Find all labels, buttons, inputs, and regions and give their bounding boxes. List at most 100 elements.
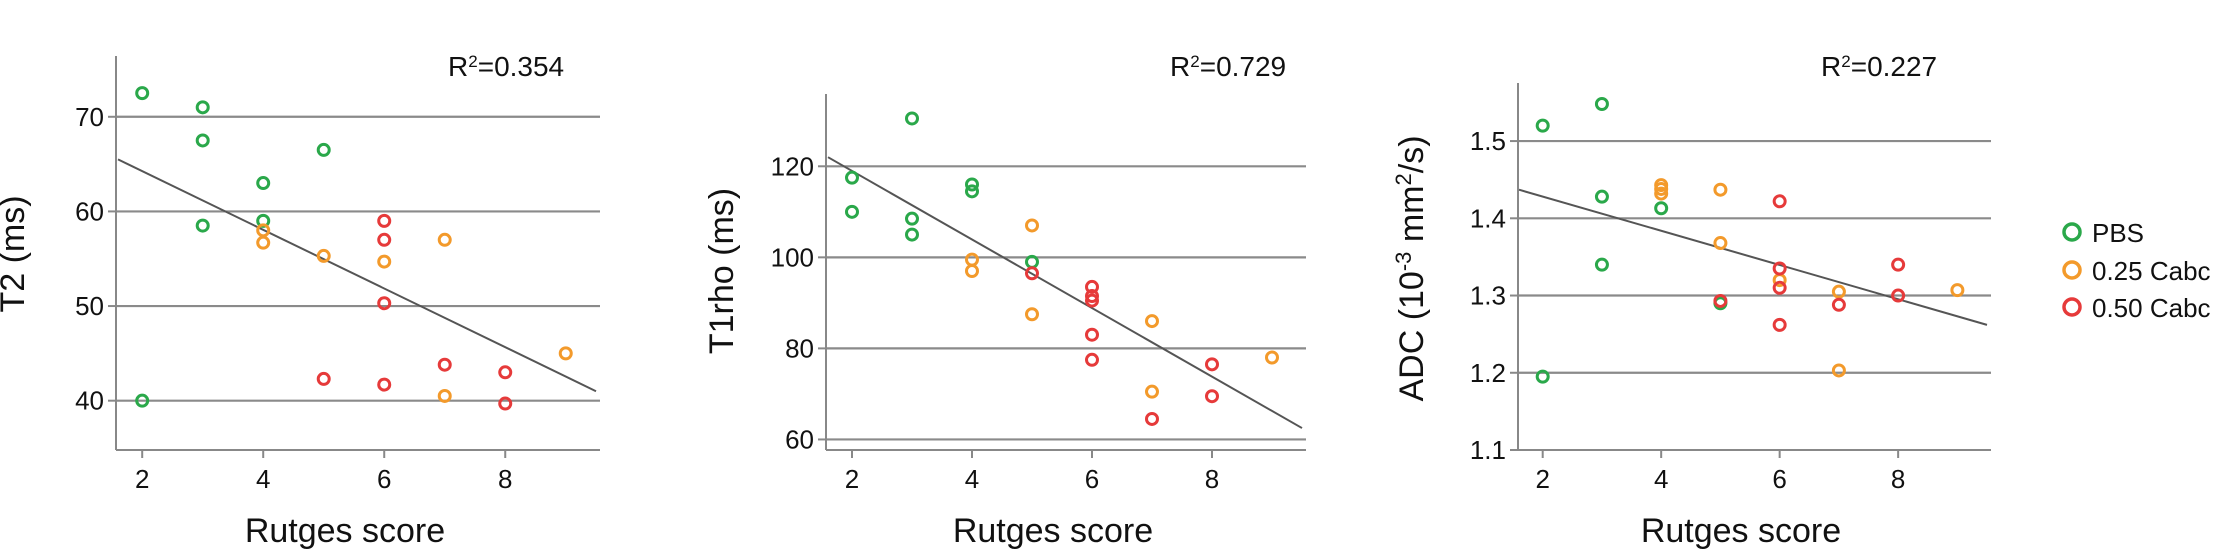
adc-y-axis-label: ADC (10-3 mm2/s) xyxy=(1391,135,1432,401)
adc-point-pbs xyxy=(1594,189,1609,204)
legend-marker-025-cabc xyxy=(2062,260,2082,280)
t2-point-0-50-cabc xyxy=(377,232,392,247)
adc-y-tick-label: 1.2 xyxy=(1470,358,1506,388)
t2-point-pbs xyxy=(135,86,150,101)
adc-y-tick-label: 1.4 xyxy=(1470,203,1506,233)
t1rho-x-tick-label: 4 xyxy=(965,464,979,494)
t1rho-y-tick-label: 60 xyxy=(785,424,814,454)
adc-ylabel-middle: mm xyxy=(1393,186,1431,252)
t2-point-0-50-cabc xyxy=(316,371,331,386)
legend-item-pbs: PBS xyxy=(2062,218,2144,248)
adc-point-0-50-cabc xyxy=(1772,194,1787,209)
t1rho-point-0-50-cabc xyxy=(1145,411,1159,426)
t1rho-r-squared: R2=0.729 xyxy=(1170,51,1286,82)
adc-point-0-25-cabc xyxy=(1654,181,1669,196)
adc-point-0-25-cabc xyxy=(1831,363,1846,378)
t1rho-points xyxy=(845,111,1279,426)
t2-y-tick-label: 60 xyxy=(75,196,104,226)
t2-point-0-25-cabc xyxy=(377,254,392,269)
t2-ticks: 2 4 6 8 40 50 60 70 xyxy=(75,102,512,494)
adc-point-0-25-cabc xyxy=(1950,283,1965,298)
t2-point-pbs xyxy=(256,213,271,228)
t1rho-scatter-panel: 2 4 6 8 60 80 100 120 R2=0.729 Rutges score T1r… xyxy=(703,51,1306,550)
t1rho-ticks: 2 4 6 8 60 80 100 120 xyxy=(771,151,1220,494)
t1rho-point-pbs xyxy=(905,211,919,226)
t1rho-point-0-50-cabc xyxy=(1205,357,1219,372)
t2-x-axis-label: Rutges score xyxy=(245,512,445,550)
legend-label-pbs: PBS xyxy=(2092,218,2144,248)
t2-point-pbs xyxy=(316,142,331,157)
legend-item-025-cabc: 0.25 Cabc xyxy=(2062,256,2211,286)
t2-y-tick-label: 40 xyxy=(75,386,104,416)
adc-point-0-50-cabc xyxy=(1713,293,1728,308)
t1rho-regression-line xyxy=(827,156,1303,429)
t2-x-tick-label: 8 xyxy=(498,464,512,494)
adc-gridlines xyxy=(1518,139,1991,374)
t1rho-y-tick-label: 120 xyxy=(771,151,814,181)
t1rho-point-0-25-cabc xyxy=(1025,307,1039,322)
t2-r-squared: R2=0.354 xyxy=(448,51,564,82)
t1rho-y-axis-label: T1rho (ms) xyxy=(703,188,741,354)
adc-point-0-50-cabc xyxy=(1772,280,1787,295)
t2-x-tick-label: 2 xyxy=(135,464,149,494)
t1rho-point-0-25-cabc xyxy=(1145,314,1159,329)
t2-point-0-50-cabc xyxy=(377,296,392,311)
t2-point-0-25-cabc xyxy=(256,235,271,250)
adc-point-0-50-cabc xyxy=(1772,317,1787,332)
t2-x-tick-label: 6 xyxy=(377,464,391,494)
t1rho-point-pbs xyxy=(905,227,919,242)
t2-points xyxy=(135,86,573,411)
legend-item-050-cabc: 0.50 Cabc xyxy=(2062,293,2211,323)
t2-point-pbs xyxy=(195,218,210,233)
adc-y-tick-label: 1.5 xyxy=(1470,126,1506,156)
legend-label-050-cabc: 0.50 Cabc xyxy=(2092,293,2211,323)
t1rho-point-0-25-cabc xyxy=(1025,218,1039,233)
adc-point-0-25-cabc xyxy=(1713,182,1728,197)
adc-point-pbs xyxy=(1594,96,1609,111)
t2-point-0-25-cabc xyxy=(437,232,452,247)
adc-scatter-panel: 2 4 6 8 1.1 1.2 1.3 1.4 1.5 R2=0.227 Rutges scor… xyxy=(1391,51,1991,550)
t2-point-0-50-cabc xyxy=(498,396,513,411)
t2-y-tick-label: 70 xyxy=(75,102,104,132)
t1rho-point-0-25-cabc xyxy=(1265,350,1279,365)
t2-point-0-50-cabc xyxy=(377,213,392,228)
adc-point-pbs xyxy=(1594,257,1609,272)
t2-point-0-50-cabc xyxy=(437,357,452,372)
legend-marker-050-cabc xyxy=(2062,297,2082,317)
adc-regression-line xyxy=(1518,188,1988,326)
t1rho-point-pbs xyxy=(845,204,859,219)
t2-point-pbs xyxy=(195,100,210,115)
t1rho-y-tick-label: 80 xyxy=(785,333,814,363)
adc-ylabel-sup1: -3 xyxy=(1391,252,1416,272)
adc-x-tick-label: 6 xyxy=(1772,464,1786,494)
t2-point-0-25-cabc xyxy=(437,388,452,403)
adc-point-0-50-cabc xyxy=(1831,297,1846,312)
t1rho-point-0-25-cabc xyxy=(1145,384,1159,399)
t1rho-point-0-50-cabc xyxy=(1085,327,1099,342)
t1rho-point-0-25-cabc xyxy=(965,252,979,267)
adc-x-tick-label: 4 xyxy=(1654,464,1668,494)
adc-points xyxy=(1535,96,1965,384)
legend-marker-pbs xyxy=(2062,222,2082,242)
adc-ylabel-suffix: /s) xyxy=(1393,135,1431,173)
t1rho-x-tick-label: 6 xyxy=(1085,464,1099,494)
t1rho-point-pbs xyxy=(845,170,859,185)
adc-ticks: 2 4 6 8 1.1 1.2 1.3 1.4 1.5 xyxy=(1470,126,1906,494)
t2-point-0-50-cabc xyxy=(498,365,513,380)
t1rho-x-tick-label: 2 xyxy=(845,464,859,494)
t2-y-tick-label: 50 xyxy=(75,291,104,321)
t2-point-pbs xyxy=(135,393,150,408)
t2-point-pbs xyxy=(256,176,271,191)
adc-point-pbs xyxy=(1654,201,1669,216)
t2-x-tick-label: 4 xyxy=(256,464,270,494)
adc-point-0-25-cabc xyxy=(1654,186,1669,201)
adc-point-0-50-cabc xyxy=(1891,288,1906,303)
legend-label-025-cabc: 0.25 Cabc xyxy=(2092,256,2211,286)
t1rho-point-pbs xyxy=(965,177,979,192)
adc-r-squared: R2=0.227 xyxy=(1821,51,1937,82)
t1rho-x-tick-label: 8 xyxy=(1205,464,1219,494)
adc-y-tick-label: 1.1 xyxy=(1470,435,1506,465)
t1rho-point-0-50-cabc xyxy=(1085,289,1099,304)
adc-ylabel-sup2: 2 xyxy=(1391,173,1416,185)
